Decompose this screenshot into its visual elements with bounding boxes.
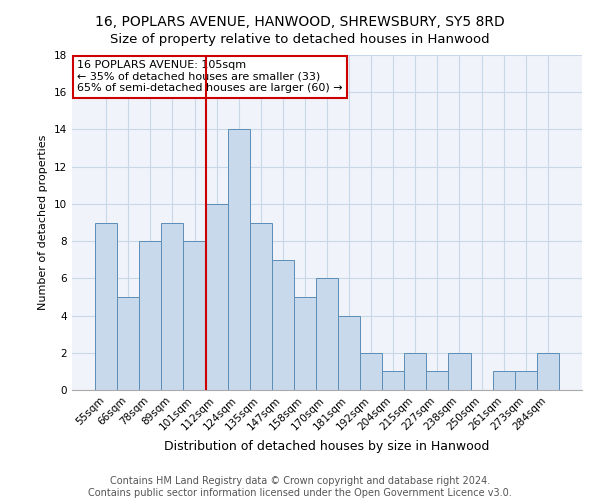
Bar xyxy=(537,353,559,390)
Bar xyxy=(139,241,161,390)
Bar xyxy=(427,372,448,390)
Text: 16, POPLARS AVENUE, HANWOOD, SHREWSBURY, SY5 8RD: 16, POPLARS AVENUE, HANWOOD, SHREWSBURY,… xyxy=(95,15,505,29)
Text: Contains HM Land Registry data © Crown copyright and database right 2024.
Contai: Contains HM Land Registry data © Crown c… xyxy=(88,476,512,498)
Bar xyxy=(95,222,117,390)
Bar xyxy=(117,297,139,390)
Bar xyxy=(227,130,250,390)
Bar xyxy=(206,204,227,390)
Bar xyxy=(515,372,537,390)
Bar xyxy=(294,297,316,390)
Bar xyxy=(184,241,206,390)
X-axis label: Distribution of detached houses by size in Hanwood: Distribution of detached houses by size … xyxy=(164,440,490,453)
Text: Size of property relative to detached houses in Hanwood: Size of property relative to detached ho… xyxy=(110,32,490,46)
Text: 16 POPLARS AVENUE: 105sqm
← 35% of detached houses are smaller (33)
65% of semi-: 16 POPLARS AVENUE: 105sqm ← 35% of detac… xyxy=(77,60,343,93)
Bar xyxy=(338,316,360,390)
Bar xyxy=(448,353,470,390)
Bar xyxy=(250,222,272,390)
Bar xyxy=(316,278,338,390)
Bar xyxy=(404,353,427,390)
Bar xyxy=(272,260,294,390)
Bar xyxy=(382,372,404,390)
Y-axis label: Number of detached properties: Number of detached properties xyxy=(38,135,49,310)
Bar xyxy=(360,353,382,390)
Bar xyxy=(161,222,184,390)
Bar xyxy=(493,372,515,390)
